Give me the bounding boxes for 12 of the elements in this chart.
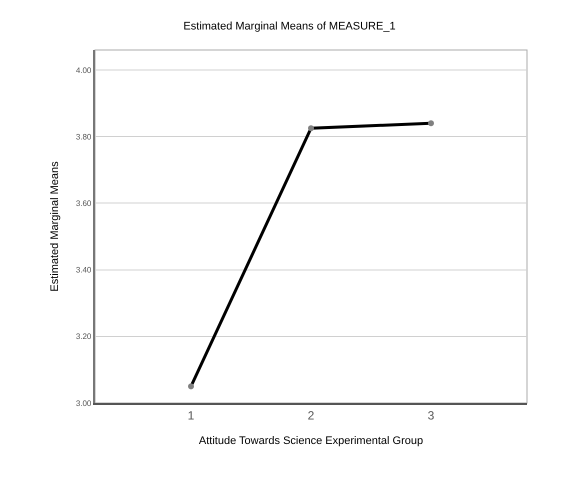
y-tick-label: 3.00 [76,398,92,408]
y-tick-label: 3.40 [76,266,92,275]
x-axis-title: Attitude Towards Science Experimental Group [198,435,424,448]
y-axis-title: Estimated Marginal Means [48,160,61,292]
y-tick-label: 4.00 [76,66,92,75]
x-tick-label: 2 [308,408,315,422]
chart-title: Estimated Marginal Means of MEASURE_1 [183,20,396,32]
y-tick-label: 3.60 [76,198,92,208]
y-tick-label: 3.80 [76,132,92,142]
x-tick-label: 1 [188,408,195,422]
x-tick-label: 3 [428,408,435,422]
y-tick-label: 3.20 [76,332,92,342]
